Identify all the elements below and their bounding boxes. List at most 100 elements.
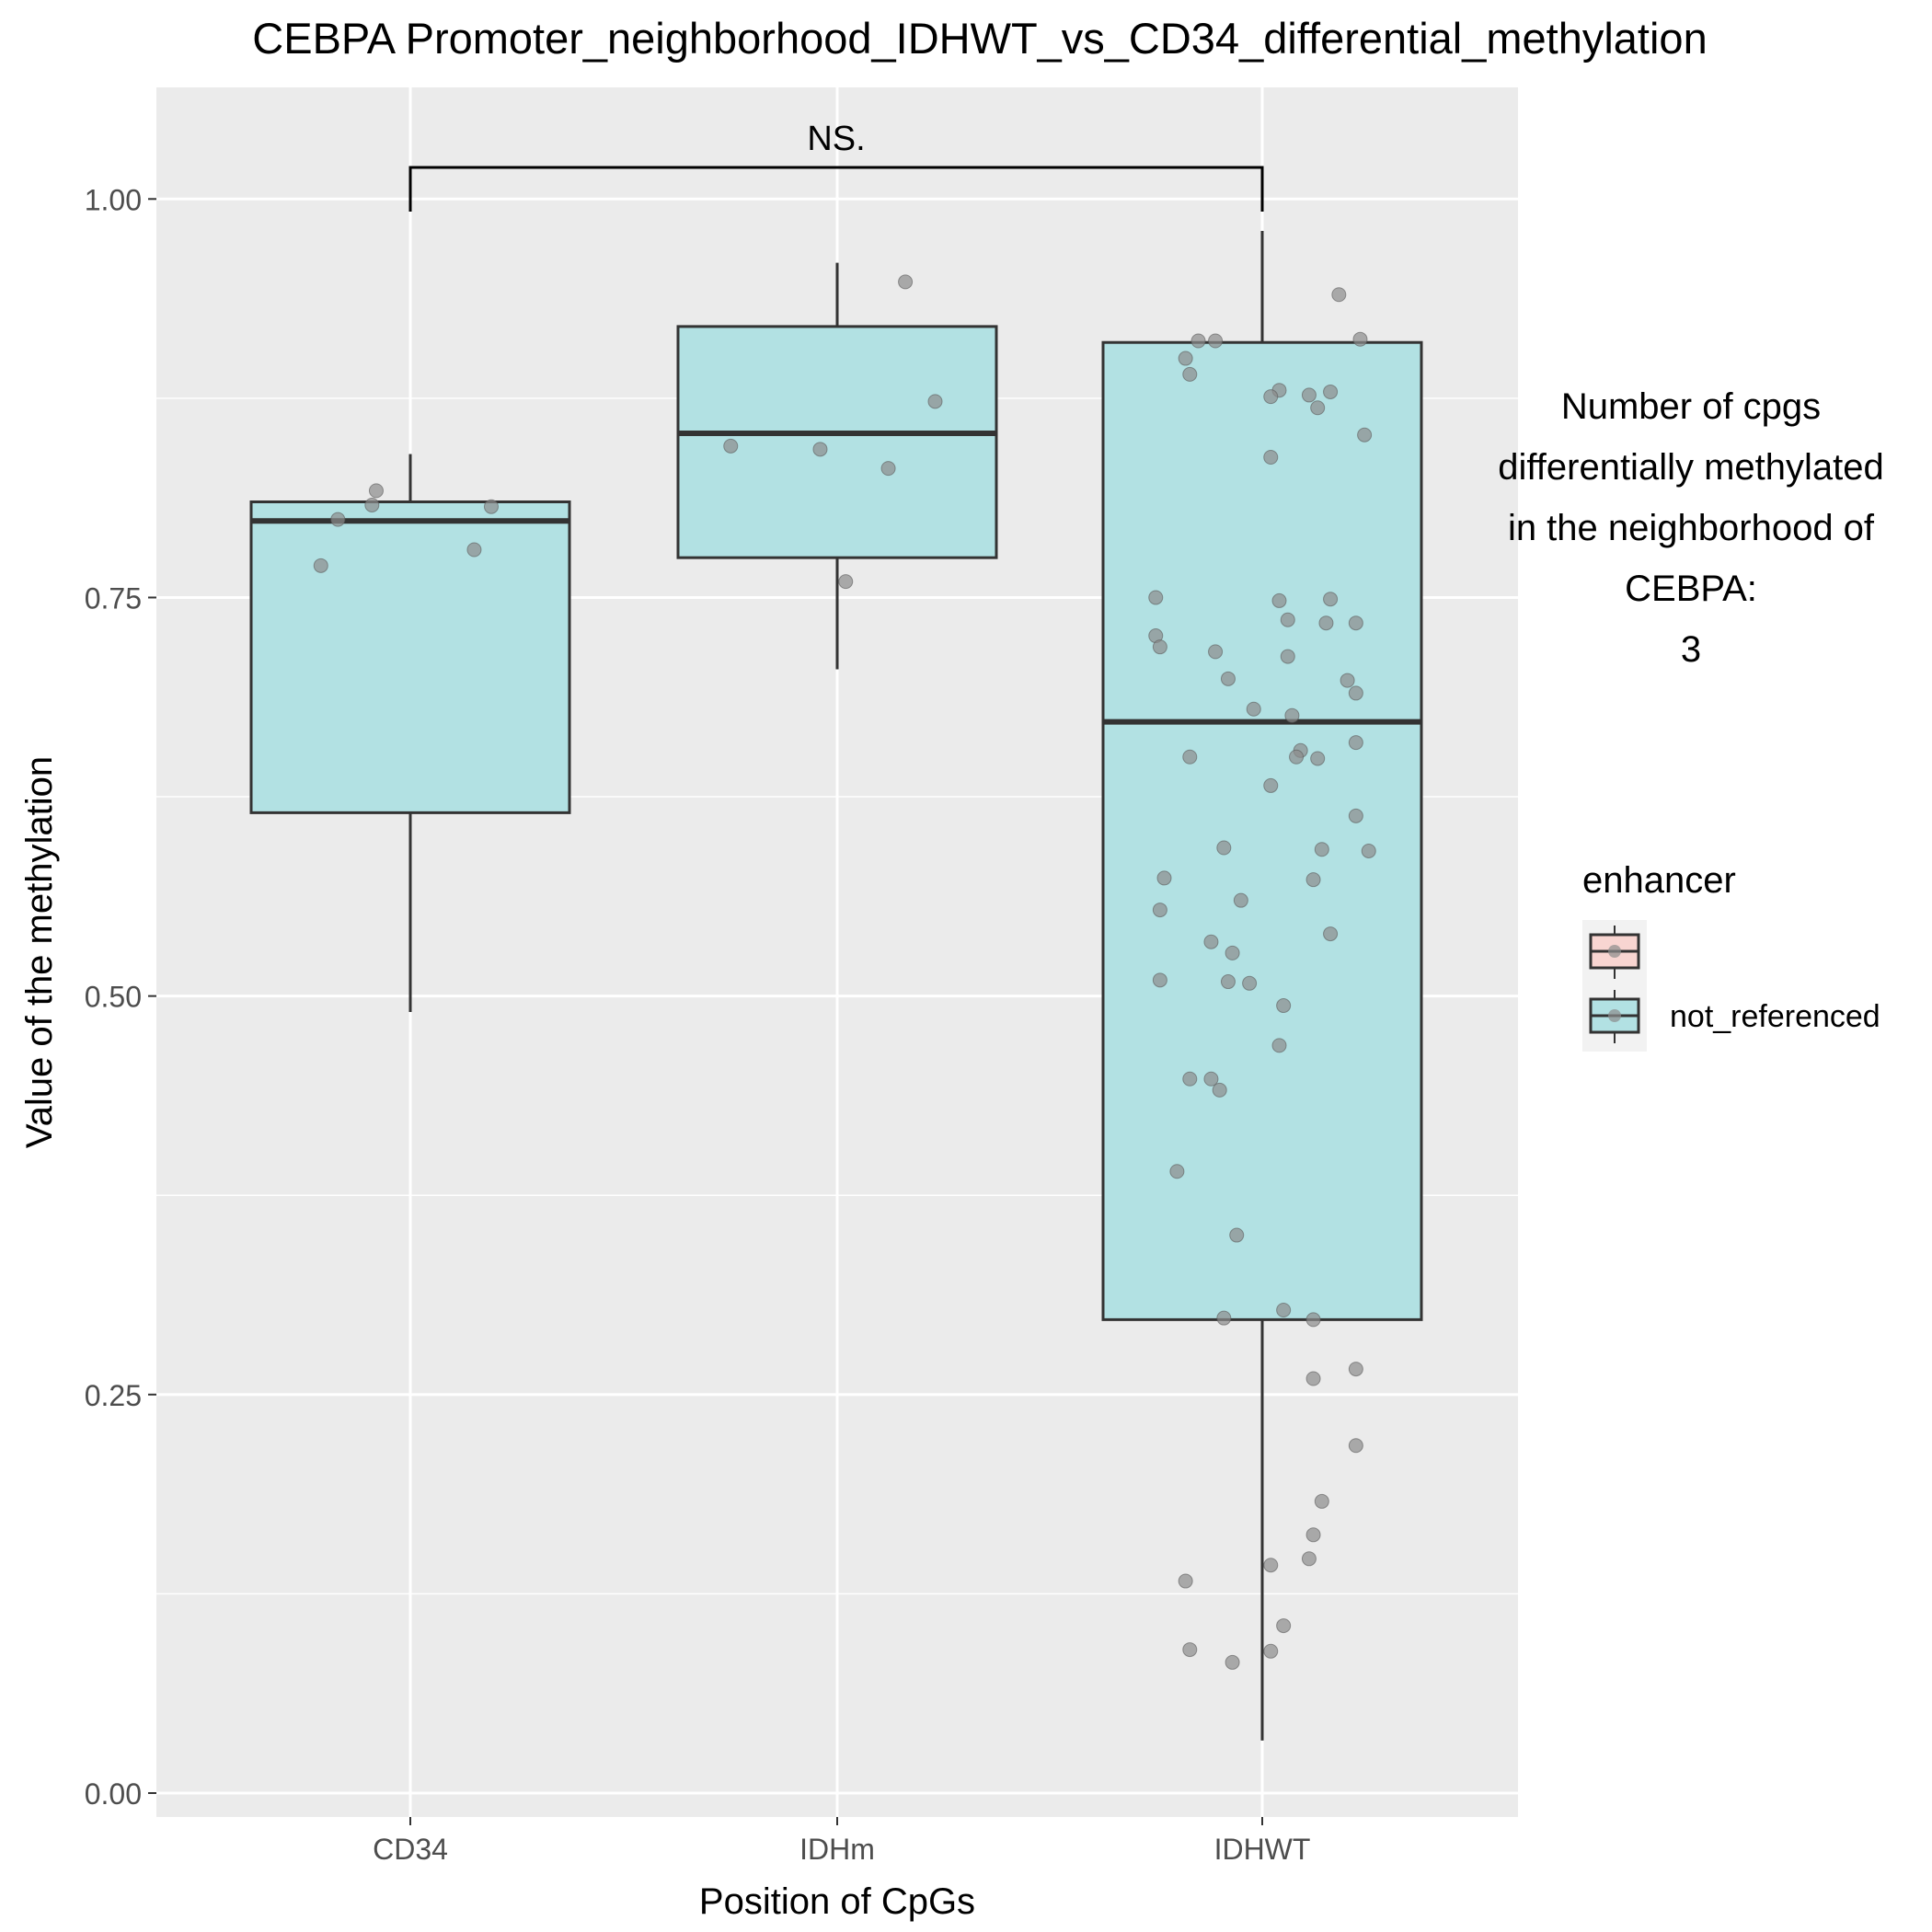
box-body	[1101, 340, 1423, 1321]
data-point	[1220, 974, 1236, 990]
data-point	[1310, 400, 1326, 416]
data-point	[1233, 892, 1248, 908]
data-point	[1152, 972, 1167, 988]
data-point	[1182, 366, 1198, 382]
data-point	[838, 574, 854, 590]
y-tick-label: 0.25	[85, 1379, 142, 1412]
y-tick-label: 0.50	[85, 981, 142, 1014]
data-point	[1276, 998, 1292, 1014]
legend-key-point	[1608, 1009, 1621, 1022]
data-point	[1301, 1551, 1317, 1567]
data-point	[1263, 1558, 1279, 1573]
data-point	[1348, 615, 1363, 631]
data-point	[1348, 685, 1363, 701]
data-point	[1220, 671, 1236, 686]
data-point	[1340, 673, 1355, 688]
data-point	[1276, 1302, 1292, 1317]
note-line: CEBPA:	[1625, 569, 1757, 609]
boxes	[249, 230, 1423, 1741]
box-body	[249, 500, 571, 814]
data-point	[1318, 615, 1334, 631]
data-point	[1271, 592, 1287, 608]
data-point	[1156, 870, 1172, 886]
data-point	[368, 483, 384, 499]
data-point	[1169, 1164, 1185, 1179]
data-point	[1263, 777, 1279, 793]
data-points	[313, 274, 1376, 1670]
data-point	[1263, 389, 1279, 405]
data-point	[1323, 926, 1339, 942]
data-point	[1225, 945, 1240, 960]
data-point	[723, 438, 739, 454]
x-axis-title: Position of CpGs	[699, 1881, 975, 1922]
y-tick-label: 1.00	[85, 183, 142, 216]
significance-label: NS.	[807, 120, 865, 158]
data-point	[1208, 333, 1224, 349]
note-line: Number of cpgs	[1561, 386, 1821, 427]
data-point	[1314, 1493, 1329, 1509]
data-point	[1203, 934, 1219, 949]
significance-bracket: NS.	[408, 120, 1264, 212]
legend: enhancer not_referenced	[1582, 860, 1880, 1052]
data-point	[1178, 1573, 1193, 1589]
x-tick-label: IDHm	[799, 1833, 875, 1866]
data-point	[1263, 449, 1279, 465]
data-point	[1310, 751, 1326, 766]
legend-title: enhancer	[1582, 860, 1736, 901]
data-point	[1152, 903, 1167, 918]
data-point	[1348, 1438, 1363, 1454]
y-axis-title: Value of the methylation	[19, 756, 60, 1148]
data-point	[1348, 808, 1363, 823]
box-idhwt	[1101, 230, 1423, 1741]
y-tick-label: 0.75	[85, 581, 142, 615]
x-tick-label: IDHWT	[1214, 1833, 1311, 1866]
note-line: in the neighborhood of	[1508, 508, 1875, 548]
data-point	[1182, 1071, 1198, 1087]
data-point	[1246, 701, 1261, 717]
data-point	[1182, 749, 1198, 765]
data-point	[313, 558, 328, 573]
data-point	[927, 394, 943, 409]
data-point	[1263, 1643, 1279, 1659]
data-point	[1229, 1227, 1245, 1243]
data-point	[1314, 842, 1329, 857]
data-point	[1216, 1310, 1232, 1326]
y-tick-label: 0.00	[85, 1777, 142, 1811]
data-point	[1242, 975, 1258, 991]
data-point	[1305, 1371, 1321, 1386]
data-point	[1280, 649, 1295, 664]
x-axis-ticks: CD34 IDHm IDHWT	[373, 1817, 1310, 1866]
data-point	[1361, 843, 1376, 858]
bracket-line	[408, 166, 1264, 212]
data-point	[1208, 644, 1224, 660]
data-point	[1348, 1362, 1363, 1377]
data-point	[1148, 590, 1164, 605]
data-point	[1276, 1618, 1292, 1634]
data-point	[330, 512, 346, 527]
data-point	[880, 461, 896, 477]
data-point	[1331, 287, 1347, 303]
data-point	[1284, 707, 1300, 723]
data-point	[1289, 749, 1305, 765]
data-point	[1225, 1654, 1240, 1670]
data-point	[812, 442, 828, 457]
y-axis-ticks: 0.00 0.25 0.50 0.75 1.00	[85, 183, 156, 1811]
cpg-count-note: Number of cpgs differentially methylated i…	[1498, 386, 1884, 670]
legend-entry	[1589, 926, 1640, 979]
note-line: differentially methylated	[1498, 447, 1884, 488]
data-point	[1323, 384, 1339, 399]
data-point	[1280, 612, 1295, 627]
data-point	[1357, 427, 1373, 443]
data-point	[1348, 735, 1363, 751]
data-point	[1178, 351, 1193, 366]
data-point	[364, 497, 380, 512]
data-point	[1305, 1527, 1321, 1543]
chart-title: CEBPA Promoter_neighborhood_IDHWT_vs_CD3…	[252, 14, 1707, 63]
data-point	[1301, 387, 1317, 403]
legend-key-point	[1608, 945, 1621, 958]
data-point	[1305, 872, 1321, 888]
data-point	[1152, 639, 1167, 655]
data-point	[898, 274, 914, 290]
data-point	[1190, 333, 1206, 349]
